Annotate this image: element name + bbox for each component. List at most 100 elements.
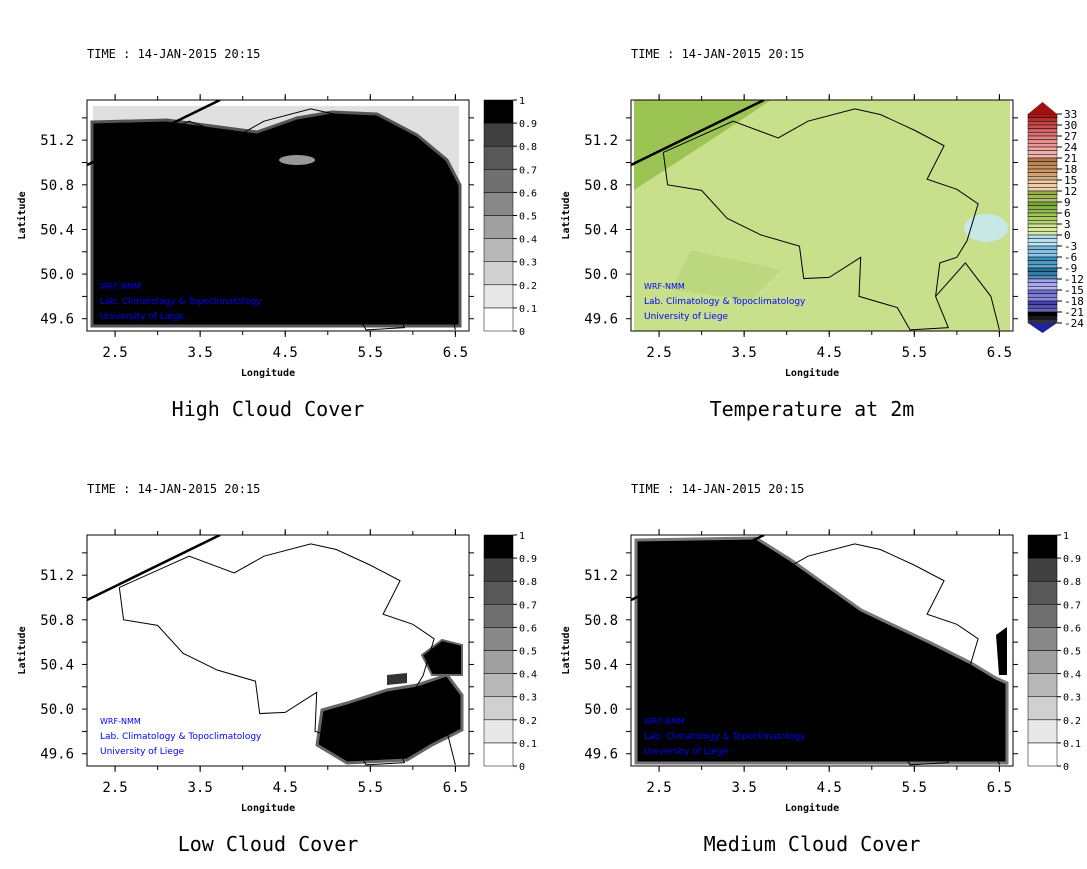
colorbar-label: 27 [1064, 130, 1077, 143]
x-tick-label: 5.5 [902, 780, 927, 796]
colorbar-swatch [483, 192, 514, 216]
y-tick-label: 50.8 [584, 178, 618, 194]
panel-title: Medium Cloud Cover [704, 832, 921, 856]
x-tick-label: 3.5 [732, 345, 757, 361]
field-area [315, 673, 464, 765]
colorbar-swatch [1027, 205, 1058, 210]
colorbar-swatch [1027, 223, 1058, 228]
colorbar-swatch [1027, 304, 1058, 309]
plot-frame [630, 534, 1014, 767]
colorbar-swatch [1027, 172, 1058, 177]
coastline [631, 535, 765, 602]
y-tick-label: 50.0 [40, 267, 74, 283]
colorbar-max-arrow [1028, 102, 1057, 114]
panel-title: Temperature at 2m [710, 397, 915, 421]
colorbar-swatch [1027, 308, 1058, 313]
y-tick-label: 50.4 [40, 222, 74, 238]
colorbar-swatch [483, 284, 514, 309]
colorbar-swatch [483, 145, 514, 170]
colorbar-label: 0.8 [1063, 577, 1081, 588]
y-axis-label: Latitude [560, 191, 572, 239]
data-field [87, 535, 464, 766]
colorbar-swatch [1027, 293, 1058, 298]
colorbar-swatch [483, 742, 514, 767]
colorbar-swatch [1027, 161, 1058, 166]
colorbar-swatch [1027, 260, 1058, 265]
y-tick-label: 49.6 [584, 747, 618, 763]
colorbar: 0 0.1 0.2 0.3 0.4 0.5 0.6 0.7 0.8 0.9 1 [483, 531, 537, 773]
colorbar-swatch [1027, 297, 1058, 302]
colorbar-swatch [1027, 124, 1058, 129]
colorbar-label: 0 [519, 762, 525, 773]
credit-text: Lab. Climatology & Topoclimatology [100, 297, 262, 307]
colorbar-swatch [1027, 201, 1058, 206]
colorbar-swatch [1027, 650, 1058, 674]
y-tick-label: 50.0 [584, 702, 618, 718]
colorbar-swatch [483, 215, 514, 239]
colorbar-label: 0.1 [519, 739, 537, 750]
x-tick-label: 2.5 [102, 780, 127, 796]
colorbar-label: -18 [1064, 295, 1084, 308]
time-label: TIME : 14-JAN-2015 20:15 [87, 47, 260, 61]
credit-text: WRF-NMM [644, 282, 685, 291]
x-tick-label: 2.5 [646, 780, 671, 796]
y-tick-label: 50.4 [584, 657, 618, 673]
colorbar-label: 0.8 [519, 577, 537, 588]
colorbar-label: 0.4 [1063, 670, 1081, 681]
colorbar-swatch [1027, 742, 1058, 767]
colorbar-label: 12 [1064, 185, 1077, 198]
country-border [662, 543, 979, 766]
y-tick-label: 49.6 [584, 312, 618, 328]
colorbar-swatch [1027, 216, 1058, 221]
data-field [631, 100, 1010, 331]
colorbar-label: 0.5 [1063, 647, 1081, 658]
y-axis-label: Latitude [16, 191, 28, 239]
colorbar-swatch [483, 261, 514, 286]
colorbar-swatch [1027, 315, 1058, 320]
colorbar-label: 0.9 [519, 554, 537, 565]
colorbar-label: 0.2 [519, 281, 537, 292]
colorbar-label: 33 [1064, 108, 1077, 121]
country-border [391, 697, 456, 766]
colorbar-label: -15 [1064, 284, 1084, 297]
colorbar-swatch [1027, 604, 1058, 628]
y-axis-label: Latitude [560, 626, 572, 674]
y-tick-label: 50.4 [584, 222, 618, 238]
x-tick-label: 4.5 [817, 345, 842, 361]
colorbar-label: -9 [1064, 262, 1077, 275]
x-axis-label: Longitude [241, 367, 295, 379]
colorbar-swatch [1027, 165, 1058, 170]
colorbar-label: 0 [1063, 762, 1069, 773]
colorbar-swatch [483, 169, 514, 193]
colorbar-swatch [1027, 117, 1058, 122]
colorbar-label: 3 [1064, 218, 1071, 231]
y-tick-label: 50.8 [40, 613, 74, 629]
colorbar-swatch [1027, 154, 1058, 159]
colorbar-swatch [1027, 176, 1058, 181]
colorbar-swatch [1027, 271, 1058, 276]
colorbar-swatch [1027, 132, 1058, 137]
coastline [631, 100, 765, 167]
colorbar-swatch [1027, 238, 1058, 243]
plot-frame [86, 534, 470, 767]
x-axis-label: Longitude [241, 802, 295, 814]
colorbar-swatch [1027, 183, 1058, 188]
field-area [996, 627, 1007, 675]
colorbar-swatch [483, 307, 514, 332]
credit-text: WRF-NMM [100, 717, 141, 726]
x-tick-label: 5.5 [902, 345, 927, 361]
colorbar-swatch [483, 650, 514, 674]
colorbar: 0 0.1 0.2 0.3 0.4 0.5 0.6 0.7 0.8 0.9 1 [1027, 531, 1081, 773]
colorbar-swatch [483, 696, 514, 721]
colorbar-label: 0.3 [1063, 693, 1081, 704]
colorbar-label: 0.1 [519, 304, 537, 315]
colorbar-label: 0.9 [519, 119, 537, 130]
credit-text: Lab. Climatology & Topoclimatology [644, 732, 806, 742]
colorbar-swatch [1027, 179, 1058, 184]
colorbar-label: -6 [1064, 251, 1077, 264]
y-tick-label: 50.8 [40, 178, 74, 194]
credit-text: WRF-NMM [100, 282, 141, 291]
x-tick-label: 6.5 [443, 780, 468, 796]
x-tick-label: 4.5 [273, 780, 298, 796]
x-tick-label: 3.5 [732, 780, 757, 796]
